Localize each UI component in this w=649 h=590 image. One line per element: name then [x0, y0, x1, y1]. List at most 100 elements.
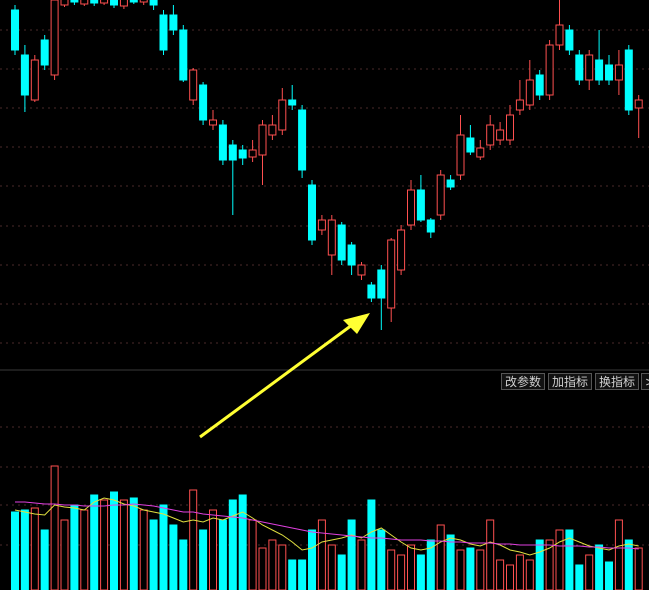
volume-bar: [377, 529, 386, 590]
volume-bar: [317, 519, 326, 590]
candle-body: [387, 239, 396, 309]
candle-body: [268, 124, 277, 136]
volume-bar: [535, 539, 544, 590]
toolbar-button[interactable]: >: [641, 373, 649, 390]
arrow-shaft: [199, 323, 353, 439]
candle-body: [525, 79, 534, 106]
volume-bar: [545, 539, 554, 590]
candle-body: [436, 174, 445, 216]
volume-bar: [387, 549, 396, 590]
candle-body: [278, 99, 287, 131]
candle-body: [377, 269, 386, 299]
candle-body: [337, 224, 346, 261]
volume-bar: [515, 554, 524, 590]
volume-bar: [90, 494, 99, 590]
candle-body: [11, 9, 19, 51]
volume-bar: [288, 559, 297, 590]
volume-bar: [308, 529, 316, 590]
volume-bar: [575, 564, 584, 590]
volume-bar: [426, 539, 435, 590]
volume-bar: [357, 539, 366, 590]
volume-bar: [60, 519, 69, 590]
volume-bar: [397, 554, 406, 590]
volume-bar: [268, 539, 277, 590]
candle-body: [308, 184, 316, 241]
candle-body: [357, 264, 366, 276]
candle-body: [565, 29, 574, 51]
volume-bar: [446, 534, 455, 590]
candle-body: [397, 229, 406, 271]
candle-body: [159, 14, 168, 51]
volume-bar: [179, 539, 188, 590]
candle-body: [575, 54, 584, 81]
candle-body: [496, 129, 505, 141]
volume-bar: [149, 519, 158, 590]
volume-bar: [169, 524, 178, 590]
candle-body: [506, 114, 514, 141]
candle-body: [416, 189, 425, 221]
toolbar-button[interactable]: 改参数: [501, 373, 546, 390]
candle-body: [327, 219, 336, 256]
volume-bar: [525, 559, 534, 590]
candle-body: [238, 149, 247, 159]
candle-body: [317, 219, 326, 231]
volume-bar: [347, 519, 356, 590]
volume-bar: [278, 544, 287, 590]
price-panel: [0, 0, 649, 344]
volume-panel: [0, 426, 649, 590]
volume-bar: [436, 524, 445, 590]
candle-body: [129, 0, 138, 3]
candle-body: [169, 14, 178, 31]
volume-bar: [40, 529, 49, 590]
candle-body: [605, 64, 613, 81]
candle-body: [149, 0, 158, 6]
volume-bar: [238, 494, 247, 590]
candle-body: [70, 0, 79, 3]
volume-bar: [634, 547, 643, 590]
volume-bar: [506, 564, 514, 590]
volume-bar: [209, 509, 217, 590]
volume-bar: [298, 559, 307, 590]
volume-ma-line: [14, 497, 639, 556]
volume-bar: [466, 547, 475, 590]
volume-bar: [129, 497, 138, 590]
volume-bar: [159, 504, 168, 590]
candle-body: [60, 0, 69, 6]
candle-body: [40, 39, 49, 66]
volume-bar: [476, 549, 485, 590]
candle-body: [100, 0, 109, 4]
candle-body: [139, 0, 148, 3]
volume-bar: [199, 529, 208, 590]
volume-bar: [119, 499, 128, 590]
candle-body: [595, 59, 604, 81]
volume-bar: [248, 519, 257, 590]
volume-bar: [624, 539, 633, 590]
candle-body: [189, 69, 198, 101]
candle-body: [466, 137, 475, 153]
volume-bar: [110, 491, 118, 590]
candle-body: [347, 244, 356, 266]
candle-body: [446, 179, 455, 188]
candle-body: [20, 54, 29, 96]
candle-body: [624, 49, 633, 111]
candle-body: [486, 124, 495, 146]
candle-body: [614, 64, 623, 81]
toolbar-button[interactable]: 换指标: [595, 373, 640, 390]
volume-bar: [555, 529, 564, 590]
volume-bar: [416, 554, 425, 590]
toolbar-button[interactable]: 加指标: [548, 373, 593, 390]
candle-body: [476, 147, 485, 158]
volume-bar: [496, 559, 505, 590]
volume-bar: [228, 499, 237, 590]
candle-body: [218, 124, 227, 161]
volume-bar: [367, 499, 376, 590]
candle-body: [298, 109, 307, 171]
candle-body: [228, 144, 237, 161]
candle-body: [209, 119, 217, 126]
arrow-head: [343, 313, 370, 334]
volume-bar: [337, 554, 346, 590]
candle-body: [80, 0, 89, 5]
volume-bar: [189, 489, 198, 590]
